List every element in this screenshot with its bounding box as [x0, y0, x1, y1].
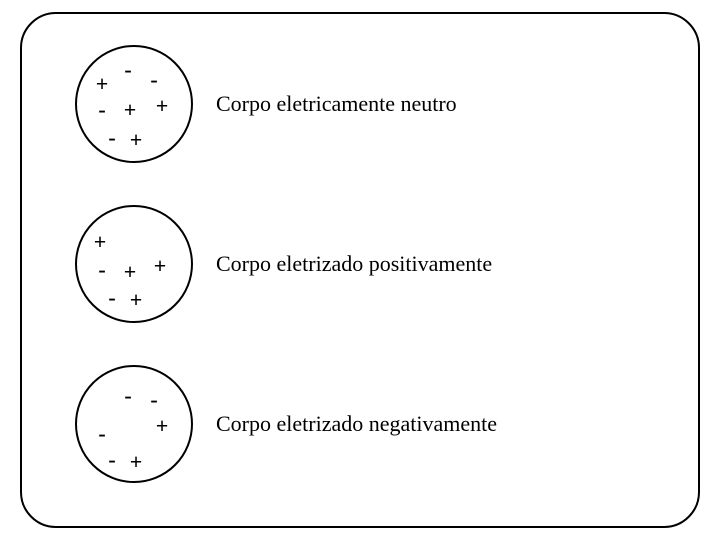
- row-positive: +-++-+ Corpo eletrizado positivamente: [0, 202, 492, 326]
- minus-charge: -: [98, 97, 105, 122]
- row-neutral: +---++-+ Corpo eletricamente neutro: [0, 42, 457, 166]
- plus-charge: +: [130, 127, 143, 152]
- circle-svg-positive: +-++-+: [72, 202, 196, 326]
- plus-charge: +: [96, 71, 109, 96]
- circle-svg-negative: ---+-+: [72, 362, 196, 486]
- minus-charge: -: [98, 257, 105, 282]
- minus-charge: -: [124, 57, 131, 82]
- minus-charge: -: [98, 421, 105, 446]
- circle-neutral: +---++-+: [72, 42, 196, 166]
- plus-charge: +: [154, 253, 167, 278]
- minus-charge: -: [108, 447, 115, 472]
- minus-charge: -: [150, 67, 157, 92]
- row-negative: ---+-+ Corpo eletrizado negativamente: [0, 362, 497, 486]
- label-neutral: Corpo eletricamente neutro: [216, 91, 457, 117]
- minus-charge: -: [108, 285, 115, 310]
- circle-negative: ---+-+: [72, 362, 196, 486]
- plus-charge: +: [94, 229, 107, 254]
- circle-positive: +-++-+: [72, 202, 196, 326]
- plus-charge: +: [130, 287, 143, 312]
- plus-charge: +: [124, 97, 137, 122]
- minus-charge: -: [124, 383, 131, 408]
- plus-charge: +: [156, 93, 169, 118]
- minus-charge: -: [150, 387, 157, 412]
- circle-svg-neutral: +---++-+: [72, 42, 196, 166]
- label-positive: Corpo eletrizado positivamente: [216, 251, 492, 277]
- plus-charge: +: [130, 449, 143, 474]
- plus-charge: +: [124, 259, 137, 284]
- plus-charge: +: [156, 413, 169, 438]
- minus-charge: -: [108, 125, 115, 150]
- label-negative: Corpo eletrizado negativamente: [216, 411, 497, 437]
